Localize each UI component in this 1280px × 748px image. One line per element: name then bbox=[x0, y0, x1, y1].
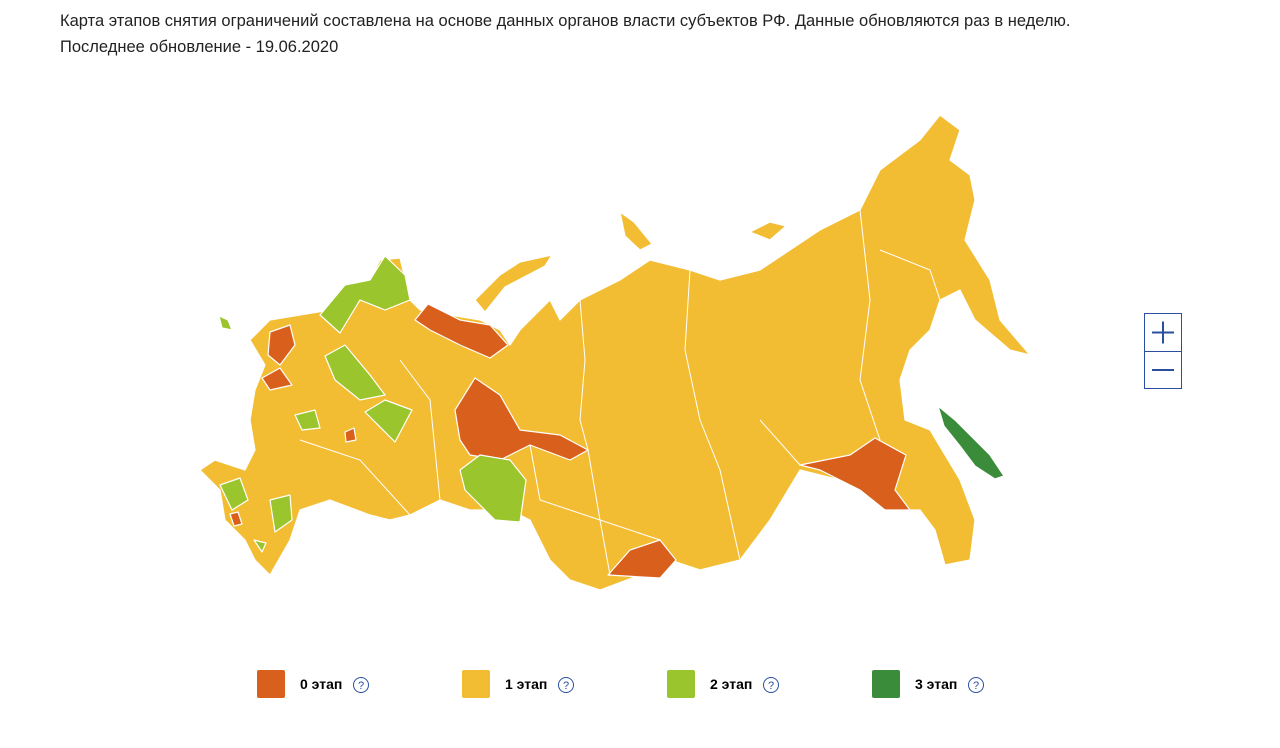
legend-label: 2 этап bbox=[710, 676, 752, 692]
region[interactable] bbox=[294, 409, 321, 431]
help-icon[interactable] bbox=[968, 677, 984, 693]
region[interactable] bbox=[344, 427, 357, 443]
help-mark: ? bbox=[563, 680, 569, 692]
help-mark: ? bbox=[973, 680, 979, 692]
update-date: Последнее обновление - 19.06.2020 bbox=[60, 38, 339, 56]
region[interactable] bbox=[218, 315, 233, 331]
regions bbox=[199, 114, 1031, 591]
region[interactable] bbox=[261, 367, 293, 391]
region[interactable] bbox=[324, 344, 386, 401]
region[interactable] bbox=[749, 221, 787, 241]
region[interactable] bbox=[229, 511, 243, 527]
legend: 0 этап? 1 этап? 2 этап? 3 этап? bbox=[257, 670, 984, 698]
region[interactable] bbox=[269, 494, 293, 533]
zoom-out-icon bbox=[1152, 369, 1174, 371]
region[interactable] bbox=[199, 114, 1031, 591]
region[interactable] bbox=[474, 254, 553, 313]
region[interactable] bbox=[414, 303, 509, 359]
region[interactable] bbox=[799, 437, 911, 511]
zoom-in-button[interactable] bbox=[1145, 314, 1181, 351]
region[interactable] bbox=[459, 454, 527, 523]
region[interactable] bbox=[219, 477, 249, 511]
region[interactable] bbox=[253, 539, 267, 553]
region[interactable] bbox=[454, 377, 589, 461]
region[interactable] bbox=[319, 255, 411, 334]
help-icon[interactable] bbox=[353, 677, 369, 693]
intro-text: Карта этапов снятия ограничений составле… bbox=[60, 12, 1071, 30]
help-mark: ? bbox=[358, 680, 364, 692]
legend-swatch bbox=[667, 670, 695, 698]
region[interactable] bbox=[937, 405, 1005, 480]
legend-label: 0 этап bbox=[300, 676, 342, 692]
region[interactable] bbox=[607, 539, 677, 579]
help-icon[interactable] bbox=[763, 677, 779, 693]
legend-swatch bbox=[462, 670, 490, 698]
legend-swatch bbox=[872, 670, 900, 698]
zoom-in-icon bbox=[1152, 321, 1174, 344]
region[interactable] bbox=[364, 399, 413, 443]
region[interactable] bbox=[619, 211, 653, 251]
help-mark: ? bbox=[768, 680, 774, 692]
region[interactable] bbox=[267, 324, 296, 366]
zoom-control bbox=[1144, 313, 1182, 389]
legend-label: 1 этап bbox=[505, 676, 547, 692]
legend-label: 3 этап bbox=[915, 676, 957, 692]
region-borders bbox=[299, 209, 941, 576]
zoom-out-button[interactable] bbox=[1145, 351, 1181, 388]
legend-swatch bbox=[257, 670, 285, 698]
help-icon[interactable] bbox=[558, 677, 574, 693]
